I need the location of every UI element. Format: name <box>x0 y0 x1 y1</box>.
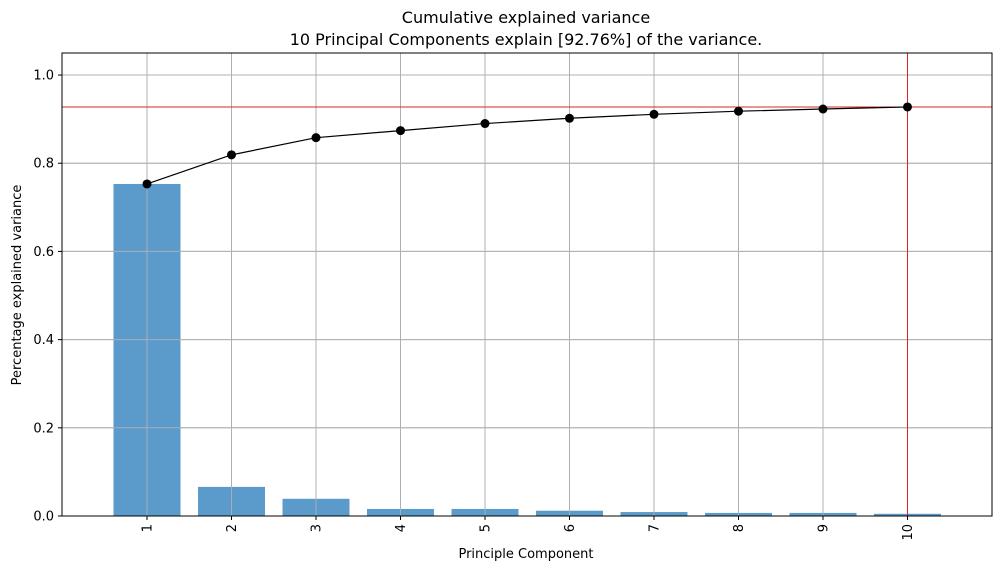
y-axis-label: Percentage explained variance <box>10 185 25 386</box>
tick-layer: 0.0 0.2 0.4 0.6 0.8 1.0 1 2 3 4 5 6 7 8 9 10 <box>33 69 916 541</box>
grid-layer <box>62 53 992 517</box>
cumulative-point <box>311 133 321 143</box>
y-tick-label: 0.8 <box>33 157 54 172</box>
chart-title: Cumulative explained variance <box>402 8 650 27</box>
cumulative-point <box>396 126 405 136</box>
x-axis-label: Principle Component <box>458 547 593 562</box>
plot-frame <box>61 52 993 517</box>
x-tick-label: 1 <box>141 524 156 532</box>
reference-lines <box>62 53 992 516</box>
cumulative-point <box>142 179 152 189</box>
cumulative-line <box>146 106 908 185</box>
chart-subtitle: 10 Principal Components explain [92.76%]… <box>290 30 763 49</box>
x-tick-label: 2 <box>225 524 240 532</box>
x-tick-label: 7 <box>648 524 663 532</box>
x-tick-label: 9 <box>817 524 832 532</box>
cumulative-point <box>565 113 574 123</box>
cumulative-point <box>227 150 236 160</box>
y-tick-label: 0.4 <box>33 333 54 348</box>
cumulative-point <box>903 102 912 112</box>
y-tick-label: 0.0 <box>33 510 54 525</box>
cumulative-line-layer <box>142 102 912 189</box>
cumulative-point <box>818 104 828 114</box>
x-tick-label: 8 <box>732 524 747 532</box>
x-tick-label: 5 <box>479 524 494 532</box>
y-tick-label: 1.0 <box>33 69 54 84</box>
y-tick-label: 0.6 <box>33 245 54 260</box>
x-tick-label: 6 <box>563 524 578 532</box>
cumulative-point <box>734 106 743 116</box>
bar-layer <box>62 53 992 517</box>
y-tick-label: 0.2 <box>33 421 54 436</box>
x-tick-label: 4 <box>394 524 409 532</box>
cumulative-point <box>649 109 659 119</box>
x-tick-label: 3 <box>310 524 325 532</box>
x-tick-label: 10 <box>901 524 916 541</box>
cumulative-point <box>480 119 490 129</box>
